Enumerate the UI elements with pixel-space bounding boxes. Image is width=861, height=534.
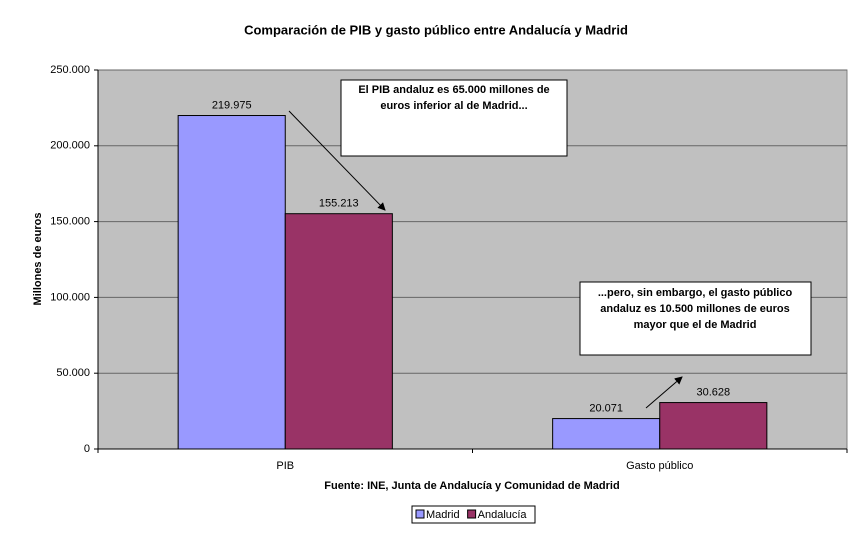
x-tick-label: PIB (276, 460, 294, 472)
annotation-arrow (645, 376, 683, 409)
y-tick-label: 250.000 (50, 64, 90, 76)
y-tick-label: 200.000 (50, 140, 90, 152)
bar (284, 213, 393, 450)
y-axis-label: Millones de euros (32, 213, 44, 306)
chart-title: Comparación de PIB y gasto público entre… (244, 22, 628, 37)
y-tick-label: 50.000 (56, 367, 90, 379)
bar (659, 402, 768, 450)
annotation-text: euros inferior al de Madrid... (380, 100, 527, 112)
y-tick-label: 150.000 (50, 216, 90, 228)
data-label: 219.975 (212, 99, 252, 111)
legend-label: Andalucía (478, 509, 528, 521)
y-tick-label: 0 (84, 443, 90, 455)
annotation-box (340, 79, 568, 157)
data-label: 155.213 (319, 198, 359, 210)
x-tick-label: Gasto público (626, 460, 693, 472)
legend: Madrid Andalucía (415, 509, 528, 521)
annotation-text: andaluz es 10.500 millones de euros (600, 303, 790, 315)
annotation-text: mayor que el de Madrid (634, 319, 757, 331)
annotation-arrow (288, 110, 386, 211)
data-label: 20.071 (589, 402, 623, 414)
annotation-text: El PIB andaluz es 65.000 millones de (358, 84, 549, 96)
bar (177, 115, 286, 450)
x-axis-label: Fuente: INE, Junta de Andalucía y Comuni… (324, 480, 619, 492)
legend-swatch (415, 509, 425, 519)
y-tick-label: 100.000 (50, 291, 90, 303)
data-label: 30.628 (696, 386, 730, 398)
annotation-text: ...pero, sin embargo, el gasto público (598, 287, 793, 299)
legend-label: Madrid (426, 509, 460, 521)
annotation-box (579, 281, 812, 356)
legend-swatch (467, 509, 477, 519)
bars (177, 115, 768, 450)
bar (552, 418, 661, 450)
